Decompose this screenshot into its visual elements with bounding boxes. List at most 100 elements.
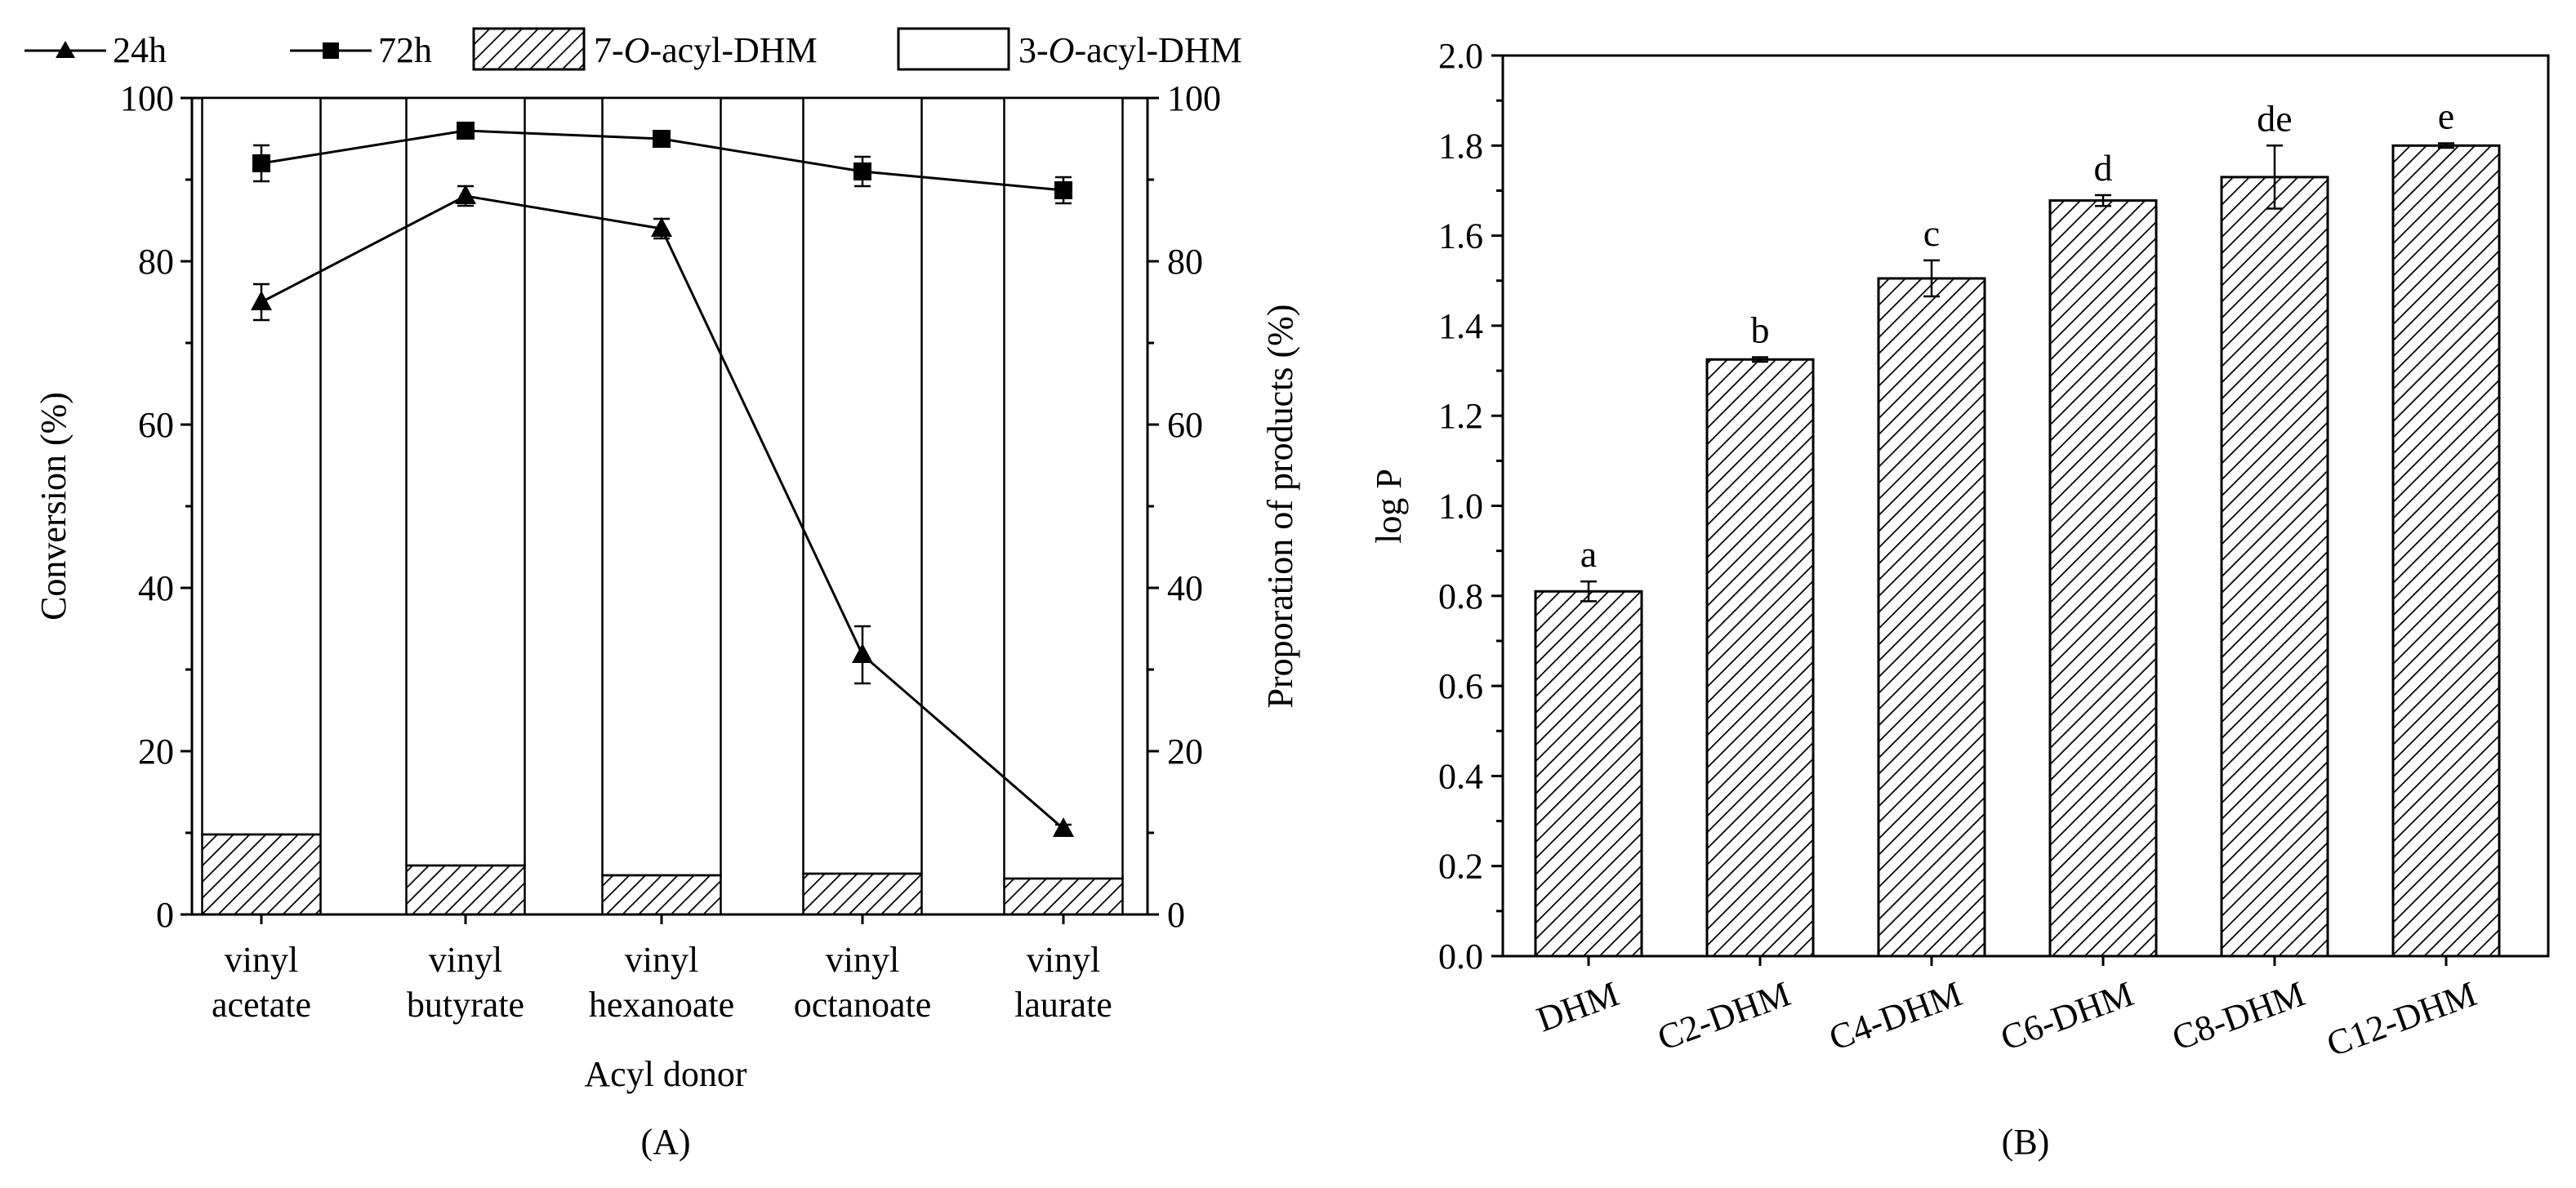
x-tick-label-line2: acetate [212, 985, 311, 1025]
legend-item-3-o-acyl-dhm: 3-O-acyl-DHM [897, 27, 1242, 71]
y-tick-label: 1.6 [1438, 216, 1483, 256]
point-72h [1054, 181, 1072, 199]
y-tick-label: 2.0 [1438, 36, 1483, 76]
panel-b-label: (B) [2002, 1122, 2050, 1162]
x-tick-label: C12-DHM [2321, 973, 2481, 1064]
x-tick-label-line2: laurate [1014, 985, 1112, 1025]
right-tick-label: 60 [1167, 405, 1203, 445]
legend-item-7-o-acyl-dhm: 7-O-acyl-DHM [472, 27, 818, 71]
open-swatch-icon [897, 27, 1010, 71]
panel-a-legend: 24h 72h 7-O-acyl-DHM 3-O-acyl-DHM [25, 27, 1242, 71]
x-tick-label-line2: butyrate [407, 985, 524, 1025]
x-tick-label: C4-DHM [1824, 973, 1967, 1058]
x-tick-label-line2: octanoate [794, 985, 932, 1025]
bar-7-o-acyl-dhm [201, 833, 322, 916]
panel-a-x-label: Acyl donor [584, 1054, 747, 1094]
legend-item-72h: 72h [290, 30, 432, 70]
panel-a-bars [201, 96, 1124, 916]
left-tick-label: 40 [138, 568, 174, 608]
left-tick-label: 0 [156, 895, 174, 935]
panel-a-lines [251, 122, 1074, 837]
left-tick-label: 100 [120, 78, 174, 118]
right-tick-label: 20 [1167, 732, 1203, 772]
legend-label-72h: 72h [378, 30, 432, 70]
panel-a-x-tick-labels: vinyl acetate vinyl butyrate vinyl hexanoate v… [212, 914, 1112, 1025]
bar-c2-dhm [1705, 358, 1815, 958]
significance-letter: b [1751, 309, 1770, 351]
x-tick-label: C8-DHM [2167, 973, 2310, 1058]
left-tick-label: 80 [138, 242, 174, 282]
significance-letter: c [1923, 212, 1940, 254]
panel-b-x-tick-labels: DHM C2-DHM C4-DHM C6-DHM C8-DHM C12-DHM [1531, 956, 2481, 1065]
panel-a-label: (A) [640, 1122, 690, 1162]
x-tick-label-line2: hexanoate [589, 985, 734, 1025]
bar-7-o-acyl-dhm [405, 864, 526, 916]
point-72h [853, 162, 871, 180]
panel-b-y-label: log P [1369, 469, 1409, 544]
point-72h [252, 154, 270, 172]
x-tick-label: C6-DHM [1995, 973, 2138, 1058]
point-24h [852, 643, 873, 663]
bar-c4-dhm [1877, 277, 1986, 958]
point-72h [653, 130, 671, 148]
x-tick-label-line1: vinyl [429, 940, 502, 980]
panel-b-bars: a b c d de e [1534, 96, 2501, 958]
y-tick-label: 0.0 [1438, 937, 1483, 977]
y-tick-label: 0.2 [1438, 847, 1483, 887]
legend-label-3-o-acyl-dhm: 3-O-acyl-DHM [1018, 30, 1242, 70]
left-tick-label: 60 [138, 405, 174, 445]
bar-7-o-acyl-dhm [601, 874, 722, 916]
point-24h [455, 185, 476, 204]
bar-3-o-acyl-dhm [405, 96, 526, 867]
panel-b-plot-frame [1501, 54, 2550, 958]
panel-a-right-axis-ticks: 0 20 40 60 80 100 [1148, 78, 1221, 935]
hatched-swatch-icon [472, 27, 586, 71]
x-tick-label-line1: vinyl [826, 940, 899, 980]
panel-b-y-axis-ticks: 0.0 0.2 0.4 0.6 0.8 1.0 1.2 1.4 1.6 1.8 2.0 [1438, 36, 1503, 977]
right-tick-label: 80 [1167, 242, 1203, 282]
point-24h [251, 291, 272, 310]
right-tick-label: 100 [1167, 78, 1221, 118]
y-tick-label: 1.4 [1438, 306, 1483, 346]
triangle-marker-icon [56, 41, 75, 58]
point-24h [1053, 817, 1074, 837]
x-tick-label: C2-DHM [1652, 973, 1795, 1058]
significance-letter: de [2257, 97, 2292, 139]
legend-label-7-o-acyl-dhm: 7-O-acyl-DHM [594, 30, 818, 70]
significance-letter: d [2094, 147, 2113, 189]
panel-a-left-axis-ticks: 0 20 40 60 80 100 [120, 78, 192, 935]
bar-c8-dhm [2220, 176, 2329, 958]
bar-dhm [1534, 590, 1643, 958]
y-tick-label: 1.0 [1438, 487, 1483, 527]
bar-7-o-acyl-dhm [802, 872, 923, 916]
panel-b-chart: a b c d de e 0.0 0.2 0.4 0.6 0.8 1.0 1.2 1.4 1.6 1.8 2.… [1369, 36, 2550, 1162]
bar-7-o-acyl-dhm [1003, 877, 1124, 916]
square-marker-icon [323, 42, 339, 59]
y-tick-label: 1.8 [1438, 126, 1483, 166]
bar-3-o-acyl-dhm [601, 96, 722, 877]
y-tick-label: 0.8 [1438, 576, 1483, 616]
panel-a-y-right-label: Proporation of products (%) [1260, 305, 1300, 709]
panel-a-y-left-label: Conversion (%) [33, 392, 74, 621]
right-tick-label: 40 [1167, 568, 1203, 608]
bar-c6-dhm [2048, 199, 2158, 958]
legend-label-24h: 24h [113, 30, 167, 70]
legend-item-24h: 24h [25, 30, 167, 70]
bar-c12-dhm [2391, 144, 2501, 958]
y-tick-label: 1.2 [1438, 396, 1483, 436]
left-tick-label: 20 [138, 732, 174, 772]
y-tick-label: 0.6 [1438, 666, 1483, 706]
bar-3-o-acyl-dhm [201, 96, 322, 836]
right-tick-label: 0 [1167, 895, 1185, 935]
point-24h [651, 217, 672, 237]
x-tick-label-line1: vinyl [1027, 940, 1100, 980]
significance-letter: a [1580, 533, 1597, 575]
y-tick-label: 0.4 [1438, 756, 1483, 796]
x-tick-label-line1: vinyl [225, 940, 298, 980]
x-tick-label-line1: vinyl [625, 940, 698, 980]
bar-3-o-acyl-dhm [1003, 96, 1124, 880]
x-tick-label: DHM [1531, 973, 1624, 1039]
bar-3-o-acyl-dhm [802, 96, 923, 875]
